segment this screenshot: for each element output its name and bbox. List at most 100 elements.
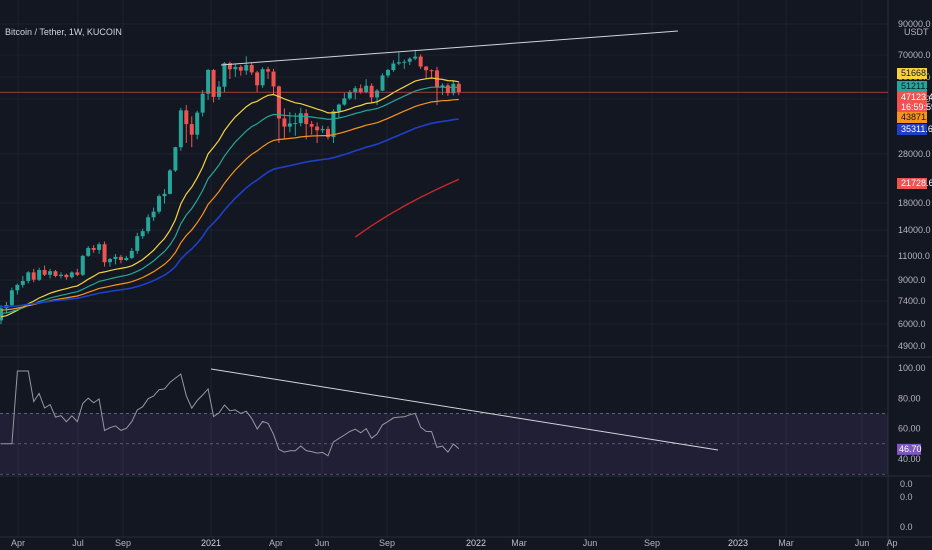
rsi-value-label: 46.70 <box>899 444 922 454</box>
price-tick-label: 18000.0 <box>898 198 931 208</box>
candle-body <box>129 250 134 258</box>
candle-body <box>162 193 167 197</box>
candle-body <box>266 69 271 72</box>
candle-body <box>358 88 363 93</box>
candle-body <box>37 270 42 280</box>
candle-body <box>20 280 25 285</box>
rsi-tick-label: 60.00 <box>898 424 921 434</box>
ema-200-line <box>354 178 460 238</box>
candle-body <box>309 124 314 127</box>
candle-body <box>282 118 287 127</box>
candle-body <box>391 63 396 71</box>
time-tick-label: Sep <box>379 538 395 548</box>
moving-averages <box>0 77 460 318</box>
price-label-text: 21728.6 <box>901 178 932 188</box>
price-tick-label: 7400.0 <box>898 296 926 306</box>
candle-body <box>31 272 36 280</box>
candle-body <box>424 66 429 71</box>
candle-body <box>167 170 172 194</box>
resistance-trendline[interactable] <box>220 30 679 66</box>
rsi-tick-label: 80.00 <box>898 393 921 403</box>
candle-body <box>15 284 20 291</box>
candle-body <box>260 69 265 86</box>
candle-body <box>304 113 309 125</box>
candle-body <box>135 236 140 251</box>
candle-body <box>244 65 249 71</box>
price-label-bg <box>897 92 927 103</box>
rsi-panel <box>0 370 888 475</box>
candle-body <box>445 85 450 94</box>
time-tick-label: Jun <box>583 538 598 548</box>
candle-body <box>456 83 461 93</box>
candle-body <box>217 86 221 97</box>
candle-body <box>396 62 401 64</box>
candle-body <box>146 217 151 232</box>
candle-body <box>249 65 254 73</box>
candle-body <box>195 112 200 135</box>
candle-body <box>369 85 374 98</box>
price-label-bg <box>897 112 927 123</box>
candle-body <box>64 274 69 278</box>
candle-body <box>342 98 347 105</box>
candle-body <box>173 147 178 171</box>
candle-body <box>375 90 380 98</box>
price-label-bg <box>897 68 927 79</box>
time-tick-label: Mar <box>511 538 527 548</box>
price-label-text: 51211.0 <box>901 81 932 91</box>
candle-body <box>0 308 3 321</box>
time-tick-label: Sep <box>644 538 660 548</box>
time-tick-label: Jul <box>72 538 84 548</box>
candle-body <box>9 290 14 306</box>
time-tick-label: 2021 <box>201 538 221 548</box>
time-tick-label: Apr <box>11 538 25 548</box>
candle-body <box>69 272 74 278</box>
candle-body <box>293 123 298 125</box>
price-tick-label: 11000.0 <box>898 251 930 261</box>
candle-body <box>440 85 445 87</box>
candle-body <box>157 196 162 212</box>
candle-body <box>315 126 320 131</box>
price-tick-label: 4900.0 <box>898 341 926 351</box>
rsi-value-label-bg <box>897 443 921 455</box>
candle-body <box>336 104 341 112</box>
time-axis[interactable]: Apr Jul Sep 2021 Apr Jun Sep 2022 Mar Jun Sep 2023 M… <box>11 538 898 548</box>
price-tick-label: 28000.0 <box>898 149 931 159</box>
candle-body <box>407 58 412 62</box>
candle-body <box>238 66 243 71</box>
candle-body <box>26 272 31 281</box>
price-label-text: 35311.6 <box>901 124 932 134</box>
price-tick-label: 70000.0 <box>898 50 931 60</box>
candle-body <box>140 231 145 237</box>
sub-panel-axis: 0.0 0.0 0.0 <box>900 479 913 532</box>
time-tick-label: Jun <box>855 538 870 548</box>
candle-body <box>385 70 390 76</box>
candle-body <box>222 63 227 87</box>
time-tick-label: Jun <box>315 538 330 548</box>
candle-body <box>184 110 189 125</box>
candle-body <box>151 211 156 218</box>
candle-body <box>227 63 232 70</box>
candle-body <box>331 111 336 138</box>
candle-body <box>429 70 434 72</box>
candle-body <box>113 256 118 259</box>
candle-body <box>189 124 194 135</box>
time-tick-label: Mar <box>778 538 794 548</box>
price-label-bg <box>897 124 927 135</box>
time-tick-label: Apr <box>269 538 283 548</box>
candle-body <box>200 93 205 113</box>
candle-body <box>320 128 325 131</box>
price-tick-label: 90000.0 <box>898 19 931 29</box>
sub-panel-tick-label: 0.0 <box>900 479 913 489</box>
time-tick-label: 2022 <box>466 538 486 548</box>
ema-21-line <box>0 77 459 318</box>
candle-body <box>353 88 358 93</box>
time-tick-label: Sep <box>115 538 131 548</box>
candle-body <box>118 256 123 261</box>
time-tick-label: 2023 <box>728 538 748 548</box>
candle-body <box>233 66 238 70</box>
ema-89-line <box>1 118 459 308</box>
rsi-trendline[interactable] <box>210 368 719 451</box>
